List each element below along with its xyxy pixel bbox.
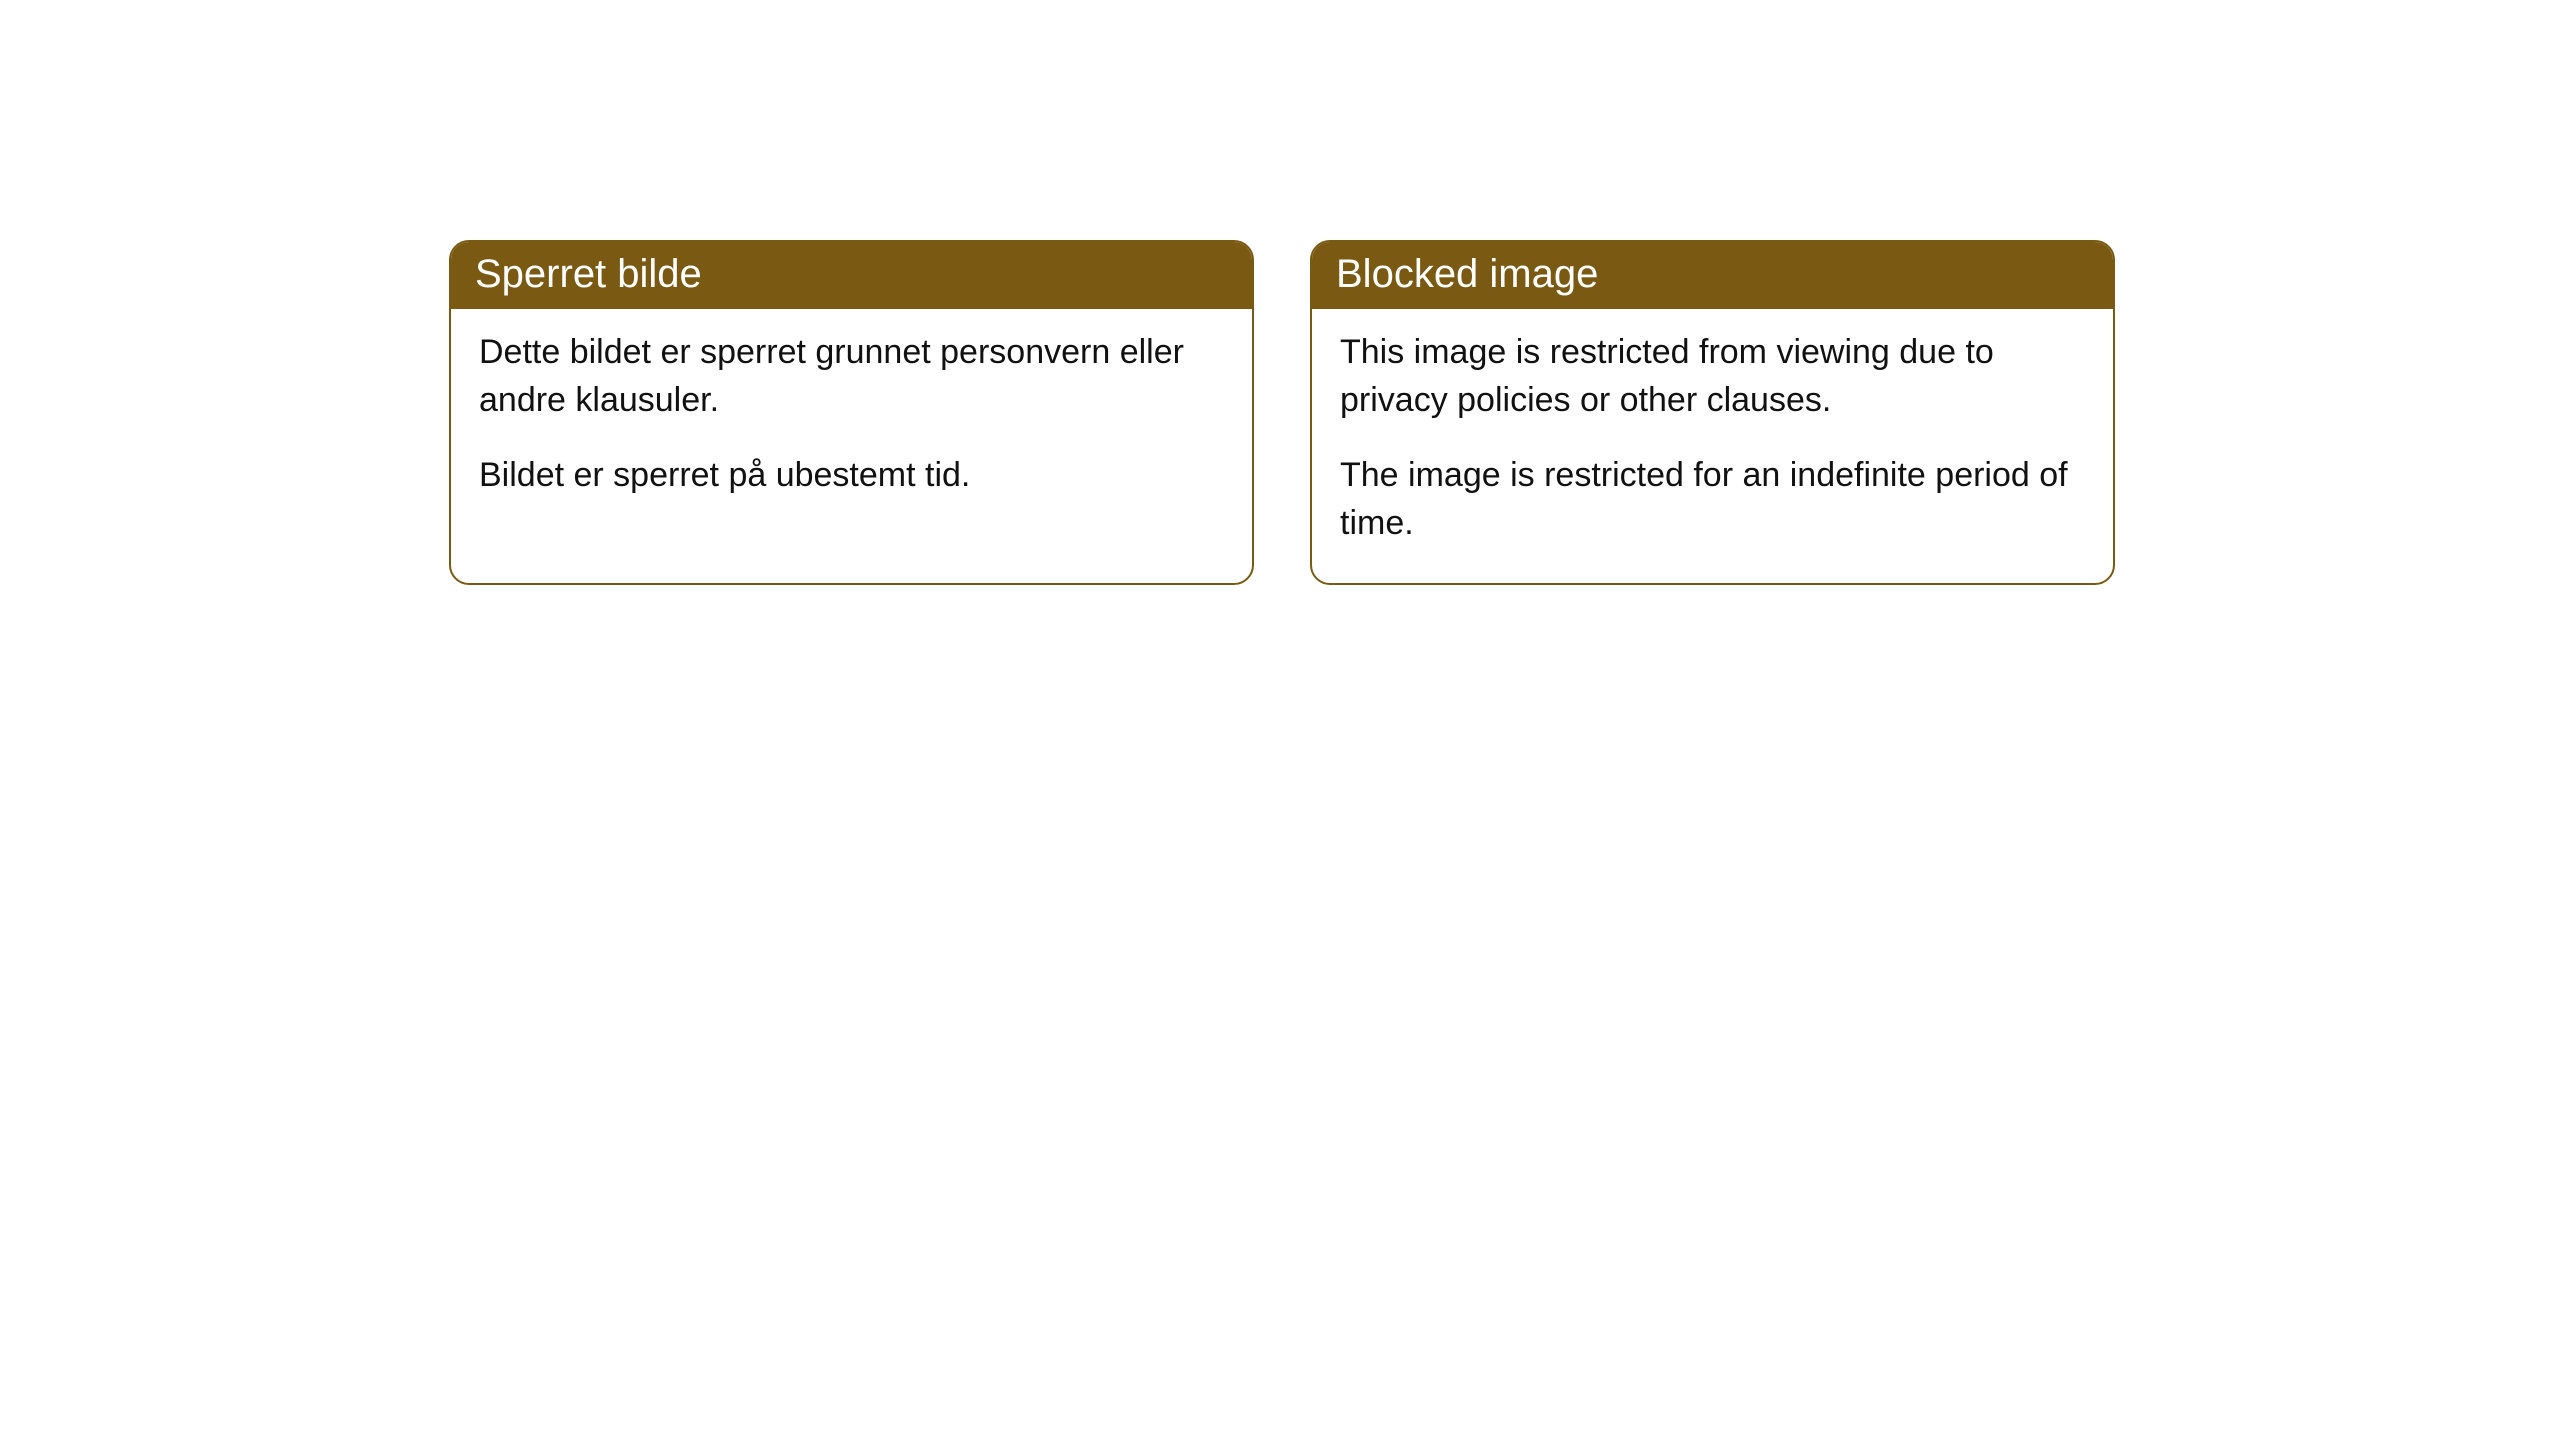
notice-card-english: Blocked image This image is restricted f… (1310, 240, 2115, 585)
card-body: This image is restricted from viewing du… (1312, 309, 2113, 583)
card-title: Sperret bilde (475, 252, 702, 296)
card-body: Dette bildet er sperret grunnet personve… (451, 309, 1252, 536)
card-paragraph: Dette bildet er sperret grunnet personve… (479, 329, 1224, 424)
card-paragraph: The image is restricted for an indefinit… (1340, 452, 2085, 547)
notice-card-norwegian: Sperret bilde Dette bildet er sperret gr… (449, 240, 1254, 585)
notice-cards-container: Sperret bilde Dette bildet er sperret gr… (449, 240, 2115, 585)
card-title: Blocked image (1336, 252, 1598, 296)
card-header: Blocked image (1312, 242, 2113, 309)
card-paragraph: Bildet er sperret på ubestemt tid. (479, 452, 1224, 500)
card-paragraph: This image is restricted from viewing du… (1340, 329, 2085, 424)
card-header: Sperret bilde (451, 242, 1252, 309)
